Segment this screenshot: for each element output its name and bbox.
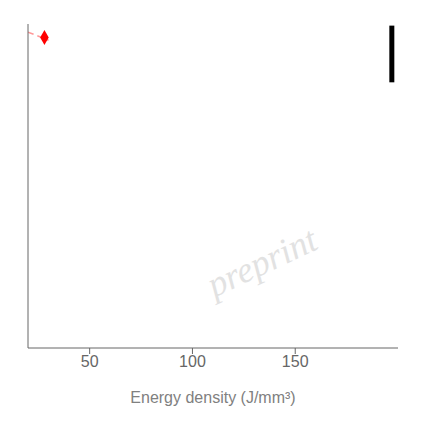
svg-text:100: 100 bbox=[179, 353, 206, 370]
html-text:preprint: preprint bbox=[200, 219, 324, 305]
svg-text:50: 50 bbox=[81, 353, 99, 370]
svg-text:Energy density (J/mm³): Energy density (J/mm³) bbox=[130, 389, 295, 406]
svg-text:150: 150 bbox=[282, 353, 309, 370]
